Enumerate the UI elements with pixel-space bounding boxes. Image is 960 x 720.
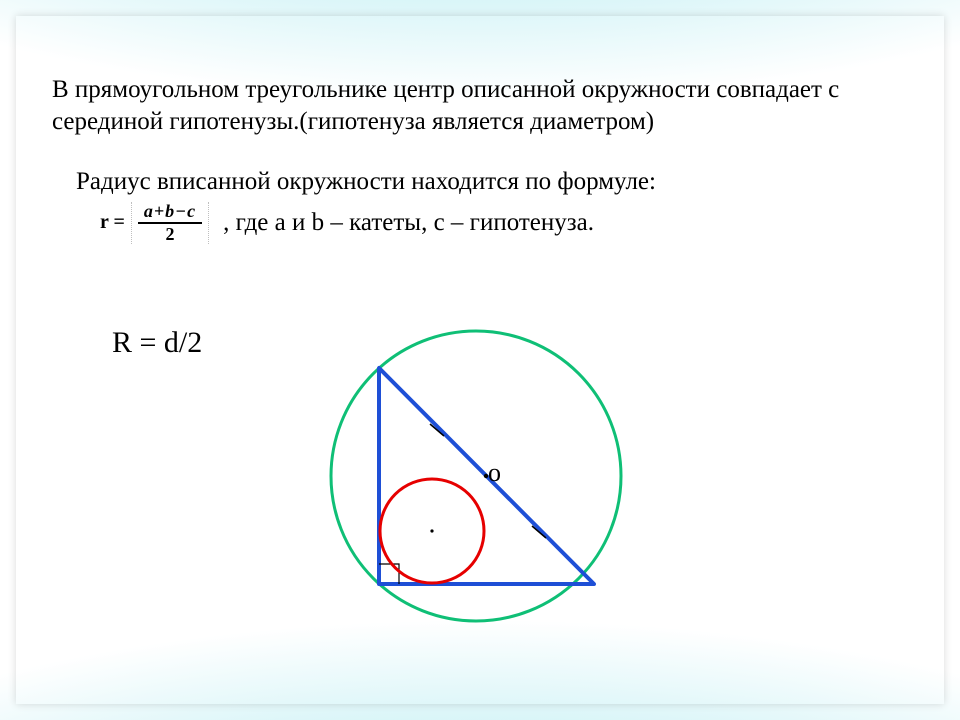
center-label: o	[488, 458, 501, 488]
formula-lhs: r =	[100, 211, 125, 234]
formula-numerator: a+b−c	[138, 202, 202, 224]
incircle-dot	[430, 529, 433, 532]
slide-frame: В прямоугольном треугольнике центр описа…	[16, 16, 944, 704]
circumcircle	[331, 331, 621, 621]
formula-denominator: 2	[166, 224, 175, 244]
subheading-text: Радиус вписанной окружности находится по…	[76, 166, 908, 198]
inscribed-formula-row: r = a+b−c 2 , где a и b – катеты, c – ги…	[100, 202, 908, 244]
heading-text: В прямоугольном треугольнике центр описа…	[52, 74, 908, 138]
formula-tail: , где a и b – катеты, c – гипотенуза.	[223, 209, 594, 237]
geometry-figure	[316, 316, 636, 636]
formula-fraction: a+b−c 2	[131, 202, 209, 244]
